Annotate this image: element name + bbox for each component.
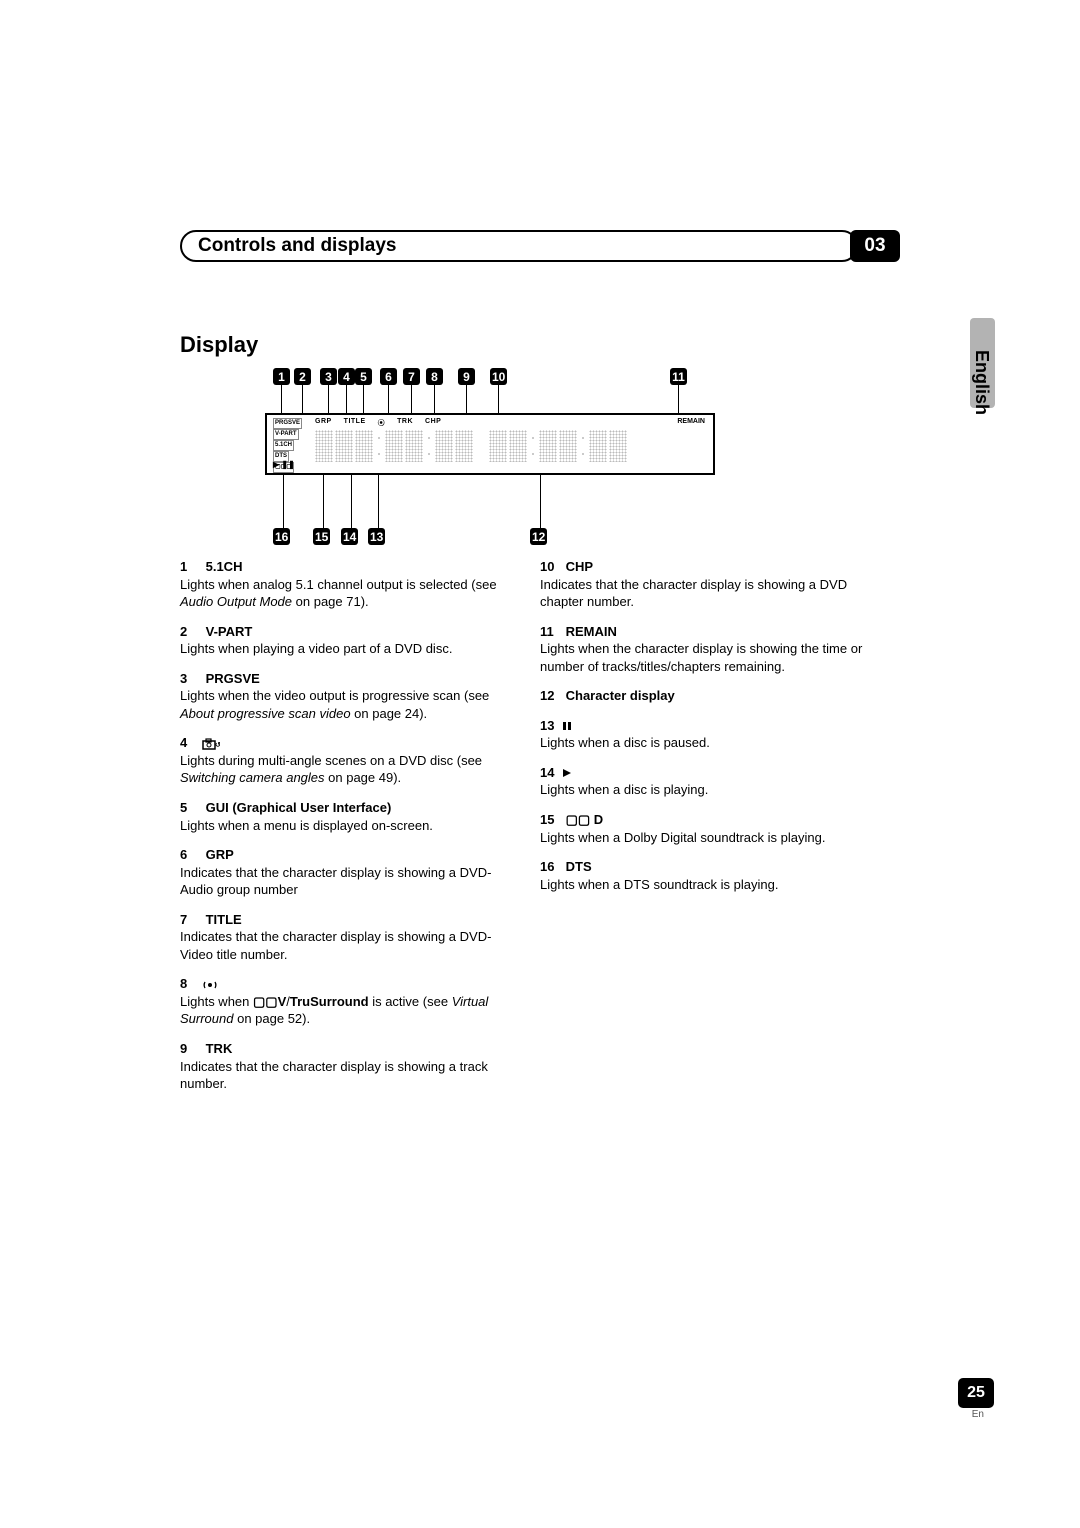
callout-13: 13 [368,528,385,545]
lcd-panel: PRGSVEV-PART5.1CHDTS▢▢▢ GRPTITLE⦿TRKCHP … [265,413,715,475]
item-head-14: 14 [540,764,870,782]
item-head-12: 12 Character display [540,687,870,705]
item-body-1: Lights when analog 5.1 channel output is… [180,576,510,611]
item-head-13: 13 [540,717,870,735]
callout-3: 3 [320,368,337,385]
item-body-8: Lights when ▢▢V/TruSurround is active (s… [180,993,510,1028]
chapter-header: Controls and displays 03 [180,230,900,262]
page-number-box: 25 [958,1378,994,1408]
callout-7: 7 [403,368,420,385]
callout-16: 16 [273,528,290,545]
item-head-6: 6 GRP [180,846,510,864]
item-14: 14 Lights when a disc is playing. [540,764,870,799]
item-head-2: 2 V-PART [180,623,510,641]
callout-11: 11 [670,368,687,385]
chapter-number-box: 03 [850,230,900,262]
item-6: 6 GRPIndicates that the character displa… [180,846,510,899]
item-2: 2 V-PARTLights when playing a video part… [180,623,510,658]
lcd-segments [315,430,627,462]
item-9: 9 TRKIndicates that the character displa… [180,1040,510,1093]
item-body-7: Indicates that the character display is … [180,928,510,963]
page-number-lang: En [972,1409,984,1420]
item-8: 8 Lights when ▢▢V/TruSurround is active … [180,975,510,1028]
callout-12: 12 [530,528,547,545]
display-diagram: 1234567891011 PRGSVEV-PART5.1CHDTS▢▢▢ GR… [240,368,740,548]
item-5: 5 GUI (Graphical User Interface)Lights w… [180,799,510,834]
callout-row-top: 123456789 10 11 [240,368,740,388]
item-head-10: 10 CHP [540,558,870,576]
svg-text:↺: ↺ [215,742,220,749]
play-pause-icon: ▶ ❚❚ [273,460,295,469]
item-head-8: 8 [180,975,510,993]
item-4: 4↺ Lights during multi-angle scenes on a… [180,734,510,787]
callout-8: 8 [426,368,443,385]
section-heading: Display [180,332,900,358]
item-body-4: Lights during multi-angle scenes on a DV… [180,752,510,787]
item-3: 3 PRGSVELights when the video output is … [180,670,510,723]
item-body-2: Lights when playing a video part of a DV… [180,640,510,658]
callout-6: 6 [380,368,397,385]
left-column: 1 5.1CHLights when analog 5.1 channel ou… [180,558,510,1105]
chapter-title: Controls and displays [198,235,396,257]
item-12: 12 Character display [540,687,870,705]
right-column: 10 CHPIndicates that the character displ… [540,558,870,1105]
page-content: Controls and displays 03 Display 1234567… [180,230,900,1105]
language-tab-text: English [971,350,992,415]
item-1: 1 5.1CHLights when analog 5.1 channel ou… [180,558,510,611]
item-13: 13 Lights when a disc is paused. [540,717,870,752]
item-head-3: 3 PRGSVE [180,670,510,688]
item-15: 15 ▢▢ DLights when a Dolby Digital sound… [540,811,870,846]
description-columns: 1 5.1CHLights when analog 5.1 channel ou… [180,558,900,1105]
callout-5: 5 [355,368,372,385]
remain-label: REMAIN [677,418,705,425]
callout-14: 14 [341,528,358,545]
item-head-5: 5 GUI (Graphical User Interface) [180,799,510,817]
item-body-9: Indicates that the character display is … [180,1058,510,1093]
callout-10: 10 [490,368,507,385]
callout-row-bottom: 16 15 14 13 12 [240,528,740,548]
item-head-11: 11 REMAIN [540,623,870,641]
item-head-7: 7 TITLE [180,911,510,929]
item-body-5: Lights when a menu is displayed on-scree… [180,817,510,835]
item-7: 7 TITLEIndicates that the character disp… [180,911,510,964]
item-16: 16 DTSLights when a DTS soundtrack is pl… [540,858,870,893]
callout-1: 1 [273,368,290,385]
item-10: 10 CHPIndicates that the character displ… [540,558,870,611]
lcd-top-labels: GRPTITLE⦿TRKCHP [315,418,441,428]
item-head-9: 9 TRK [180,1040,510,1058]
item-head-4: 4↺ [180,734,510,752]
item-head-16: 16 DTS [540,858,870,876]
item-head-15: 15 ▢▢ D [540,811,870,829]
item-body-15: Lights when a Dolby Digital soundtrack i… [540,829,870,847]
callout-9: 9 [458,368,475,385]
callout-4: 4 [338,368,355,385]
item-body-3: Lights when the video output is progress… [180,687,510,722]
item-body-16: Lights when a DTS soundtrack is playing. [540,876,870,894]
item-body-13: Lights when a disc is paused. [540,734,870,752]
chapter-title-pill: Controls and displays [180,230,858,262]
item-head-1: 1 5.1CH [180,558,510,576]
item-11: 11 REMAINLights when the character displ… [540,623,870,676]
callout-15: 15 [313,528,330,545]
item-body-14: Lights when a disc is playing. [540,781,870,799]
callout-2: 2 [294,368,311,385]
item-body-11: Lights when the character display is sho… [540,640,870,675]
item-body-6: Indicates that the character display is … [180,864,510,899]
item-body-10: Indicates that the character display is … [540,576,870,611]
